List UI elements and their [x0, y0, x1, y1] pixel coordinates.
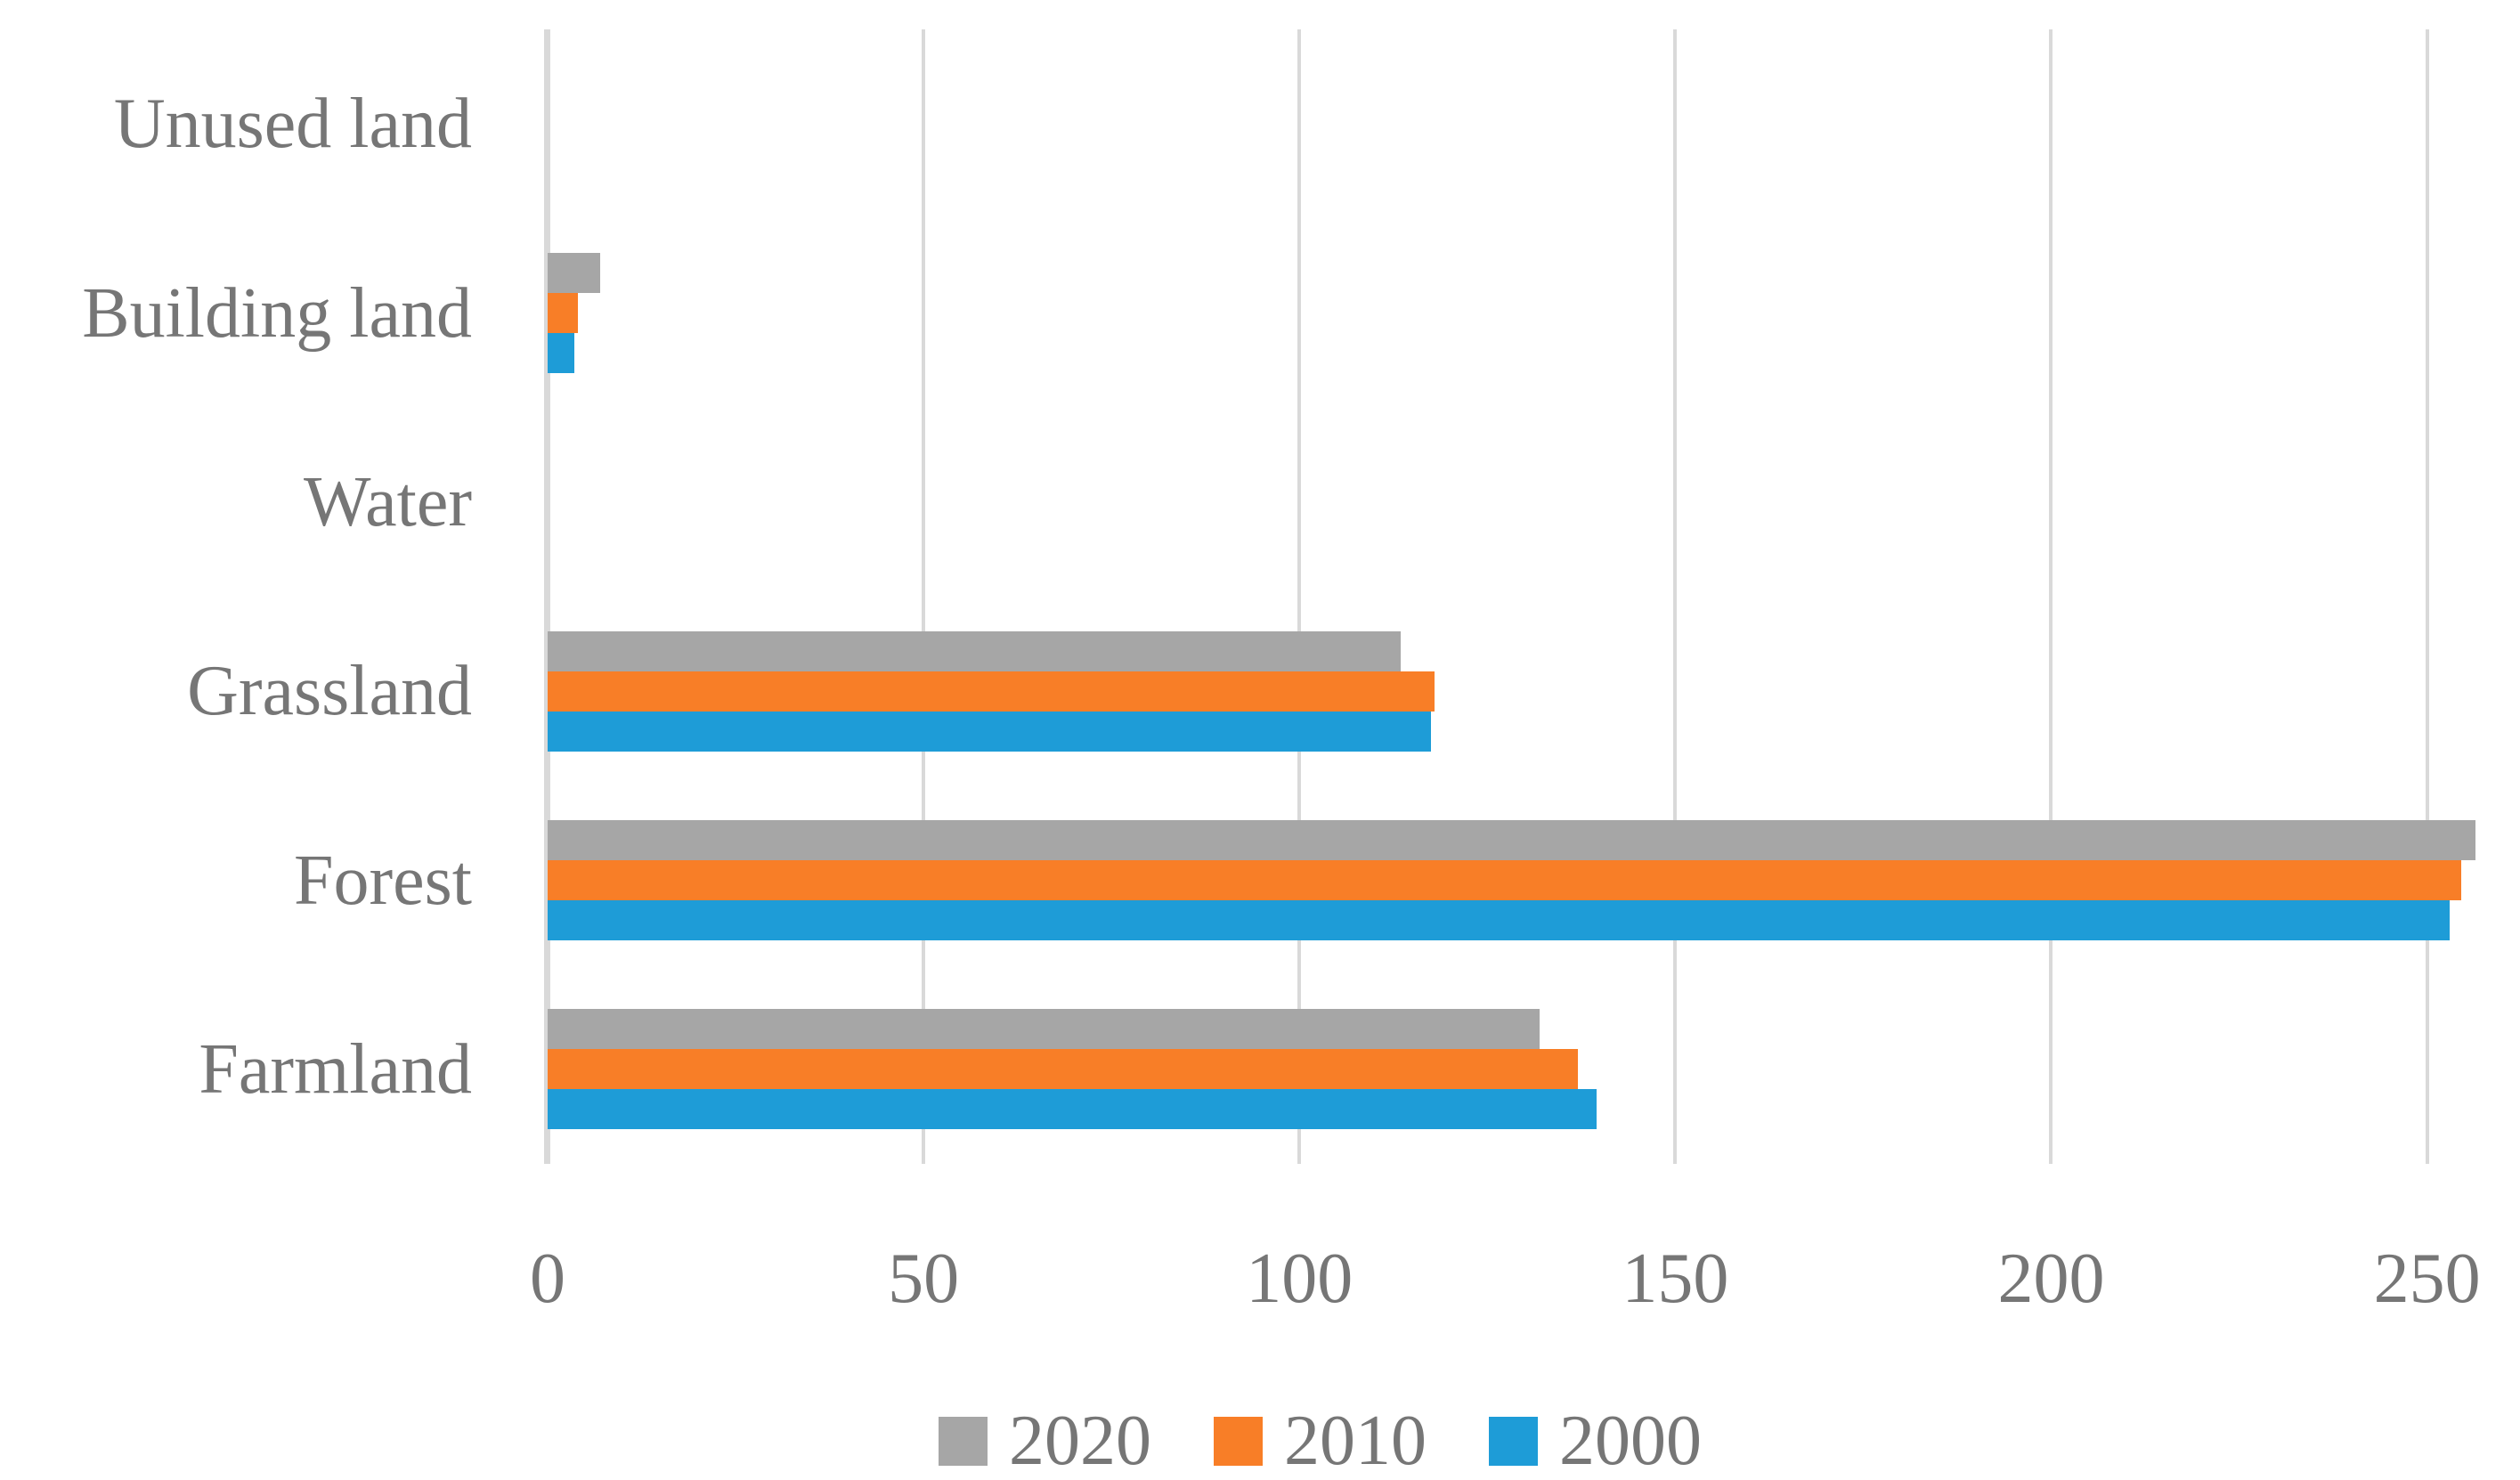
x-tick-label-250: 250: [2373, 1240, 2481, 1318]
bar-forest-2010: [548, 860, 2461, 900]
legend-item-2020: 2020: [939, 1405, 1151, 1476]
bar-forest-2020: [548, 820, 2476, 860]
bar-forest-2000: [548, 900, 2450, 940]
bar-building-land-2000: [548, 333, 574, 373]
legend-item-2010: 2010: [1214, 1405, 1427, 1476]
x-tick-label-100: 100: [1246, 1240, 1353, 1318]
category-label-unused-land: Unused land: [113, 85, 472, 164]
x-tick-label-150: 150: [1622, 1240, 1729, 1318]
x-tick-label-0: 0: [530, 1240, 565, 1318]
bar-building-land-2010: [548, 293, 578, 333]
legend: 2020 2010 2000: [939, 1405, 1764, 1476]
category-label-grassland: Grassland: [187, 652, 472, 731]
legend-label-2000: 2000: [1559, 1402, 1702, 1480]
x-axis-zero-line: [544, 29, 550, 1164]
legend-swatch-2020: [939, 1416, 988, 1466]
x-tick-label-50: 50: [888, 1240, 960, 1318]
category-label-farmland: Farmland: [199, 1029, 472, 1109]
gridline-150: [1673, 29, 1678, 1164]
x-tick-label-200: 200: [1997, 1240, 2105, 1318]
bar-grassland-2010: [548, 671, 1435, 712]
bar-grassland-2020: [548, 630, 1402, 671]
legend-item-2000: 2000: [1489, 1405, 1702, 1476]
bar-farmland-2000: [548, 1089, 1597, 1130]
bar-farmland-2010: [548, 1049, 1578, 1090]
gridline-100: [1297, 29, 1302, 1164]
gridline-250: [2425, 29, 2429, 1164]
bar-farmland-2020: [548, 1009, 1540, 1050]
legend-label-2010: 2010: [1284, 1402, 1427, 1480]
category-label-building-land: Building land: [82, 273, 472, 353]
legend-swatch-2010: [1214, 1416, 1263, 1466]
bar-building-land-2020: [548, 253, 601, 293]
gridline-50: [922, 29, 926, 1164]
category-label-water: Water: [304, 462, 472, 541]
category-label-forest: Forest: [294, 841, 472, 920]
legend-swatch-2000: [1489, 1416, 1538, 1466]
gridline-200: [2049, 29, 2053, 1164]
legend-label-2020: 2020: [1009, 1402, 1151, 1480]
bar-grassland-2000: [548, 711, 1431, 752]
